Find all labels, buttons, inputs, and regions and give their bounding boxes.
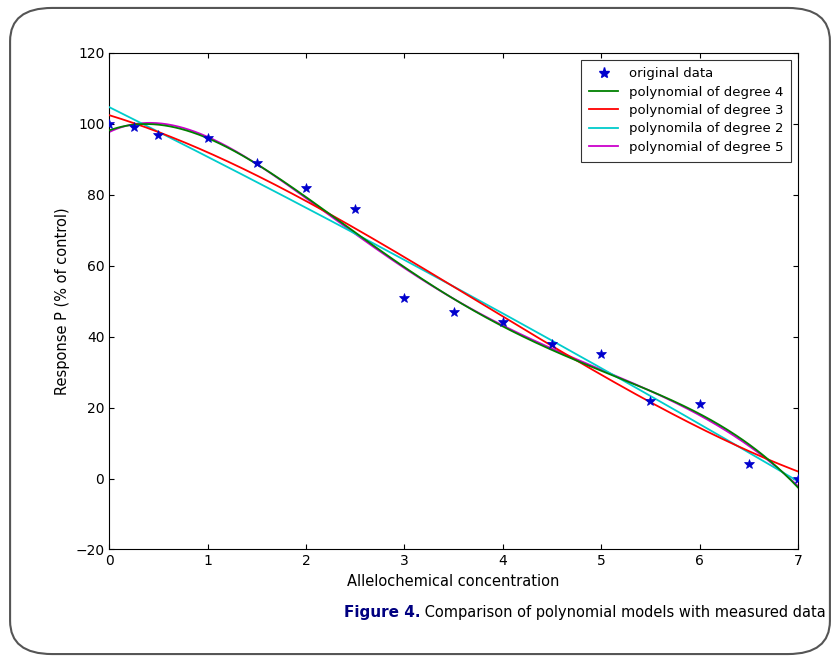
X-axis label: Allelochemical concentration: Allelochemical concentration xyxy=(348,574,559,589)
Text: Comparison of polynomial models with measured data: Comparison of polynomial models with mea… xyxy=(420,605,826,620)
Legend: original data, polynomial of degree 4, polynomial of degree 3, polynomila of deg: original data, polynomial of degree 4, p… xyxy=(581,60,791,162)
Text: Figure 4.: Figure 4. xyxy=(344,605,420,620)
Y-axis label: Response P (% of control): Response P (% of control) xyxy=(55,207,70,395)
